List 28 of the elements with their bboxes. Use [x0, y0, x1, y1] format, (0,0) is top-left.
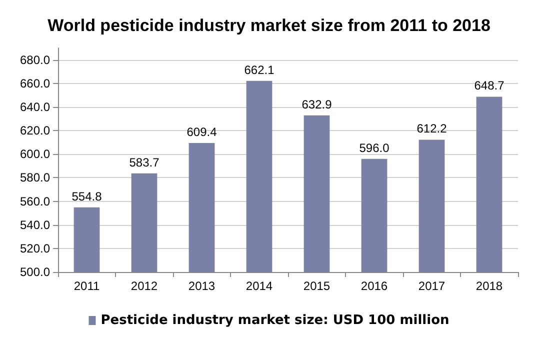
x-tick-label: 2016 — [360, 279, 388, 293]
legend-label: Pesticide industry market size: USD 100 million — [100, 313, 450, 328]
y-tick-label: 680.0 — [20, 52, 50, 67]
x-tick-label: 2018 — [476, 279, 503, 293]
y-tick-label: 620.0 — [20, 124, 50, 138]
x-tick-label: 2011 — [74, 279, 100, 293]
x-tick-label: 2013 — [188, 279, 216, 293]
y-tick-label: 540.0 — [20, 218, 50, 232]
x-tick-label: 2012 — [130, 279, 158, 293]
data-label: 596.0 — [359, 140, 390, 155]
y-tick-label: 600.0 — [20, 147, 50, 162]
y-tick-label: 560.0 — [20, 194, 50, 208]
data-label: 583.7 — [129, 155, 160, 170]
data-label: 632.9 — [302, 97, 332, 112]
x-tick-label: 2015 — [303, 279, 330, 293]
y-tick-label: 580.0 — [20, 170, 50, 185]
data-label: 554.8 — [72, 189, 102, 204]
data-label: 662.1 — [244, 62, 275, 77]
data-label: 648.7 — [474, 78, 505, 93]
y-tick-label: 660.0 — [20, 76, 50, 90]
data-label: 612.2 — [416, 122, 448, 136]
chart-title: World pesticide industry market size from 2011 to 2018 — [48, 16, 490, 35]
data-label: 609.4 — [186, 125, 218, 140]
y-tick-label: 520.0 — [20, 241, 50, 256]
y-tick-label: 640.0 — [20, 100, 50, 114]
x-tick-label: 2014 — [246, 279, 273, 293]
y-tick-label: 500.0 — [20, 265, 50, 279]
x-tick-label: 2017 — [418, 279, 446, 293]
